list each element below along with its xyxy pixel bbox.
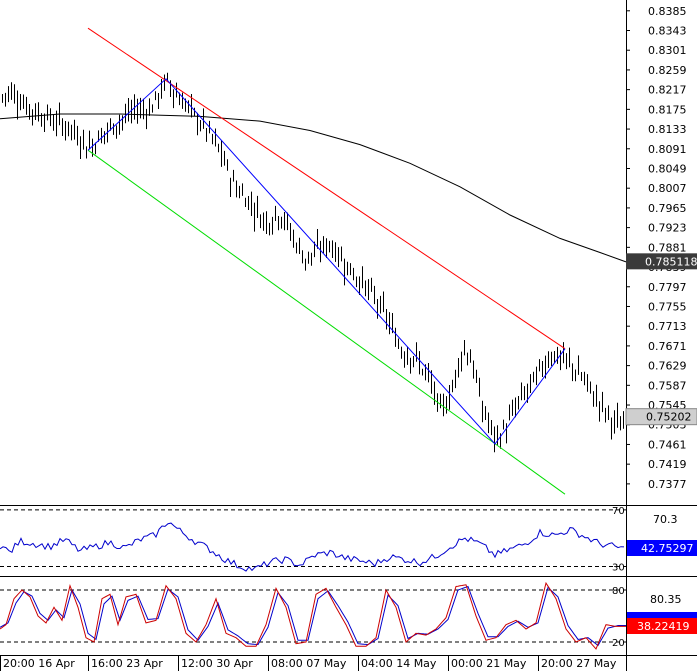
- x-tick-label: 16:00 23 Apr: [91, 657, 163, 670]
- x-tick-label: 12:00 30 Apr: [181, 657, 253, 670]
- osc-value-tag: [627, 540, 697, 556]
- stoch-main-line: [0, 581, 626, 650]
- osc-tick-label: 30: [612, 563, 625, 574]
- y-tick-label: 0.7881: [648, 241, 687, 254]
- y-tick-label: 0.8301: [648, 44, 687, 57]
- x-tick-label: 08:00 07 May: [271, 657, 347, 670]
- price-panel: [0, 27, 627, 495]
- stoch-value-label: 38.22419: [637, 620, 690, 633]
- ma-value-label: 0.785118: [645, 255, 697, 268]
- y-tick-label: 0.7713: [648, 320, 687, 333]
- oscillator-line: [0, 522, 625, 572]
- stoch-tick-label: 20: [612, 638, 625, 649]
- osc-level-label: 70.3: [653, 513, 678, 526]
- x-tick-label: 20:00 27 May: [541, 657, 617, 670]
- last-price-tag: [625, 408, 697, 426]
- osc-tick-label: 70: [612, 506, 625, 517]
- oscillator-panel: [0, 509, 626, 572]
- axes: 0.8385 0.8343 0.8301 0.8259 0.8217 0.8175 0.81…: [0, 5, 697, 671]
- x-tick-label: 00:00 21 May: [451, 657, 527, 670]
- stochastic-panel: [0, 581, 626, 650]
- stoch-tick-label: 80: [612, 586, 625, 597]
- y-tick-label: 0.8175: [648, 103, 687, 116]
- y-tick-label: 0.7755: [648, 300, 687, 313]
- y-tick-label: 0.7629: [648, 360, 687, 373]
- x-tick-label: 04:00 14 May: [361, 657, 437, 670]
- channel-lower-line: [87, 149, 566, 495]
- y-tick-label: 0.8385: [648, 5, 687, 18]
- y-tick-label: 0.8259: [648, 64, 687, 77]
- stoch-signal-tag: [627, 612, 697, 618]
- y-tick-label: 0.7671: [648, 340, 687, 353]
- y-tick-label: 0.7587: [648, 379, 687, 392]
- y-tick-label: 0.7377: [648, 478, 687, 491]
- moving-average-line: [0, 113, 627, 263]
- y-tick-label: 0.7797: [648, 281, 687, 294]
- osc-value-label: 42.75297: [641, 542, 694, 555]
- stoch-level-label: 80.35: [650, 593, 682, 606]
- y-tick-label: 0.8343: [648, 25, 687, 38]
- y-tick-label: 0.8091: [648, 143, 687, 156]
- x-tick-label: 20:00 16 Apr: [3, 657, 75, 670]
- ma-value-tag: [626, 253, 697, 270]
- y-tick-label: 0.7923: [648, 222, 687, 235]
- y-tick-label: 0.8049: [648, 162, 687, 175]
- y-tick-label: 0.8217: [648, 84, 687, 97]
- y-tick-label: 0.8007: [648, 182, 687, 195]
- stoch-value-tag: [627, 618, 697, 634]
- channel-upper-line: [87, 27, 566, 350]
- stoch-signal-line: [0, 585, 626, 647]
- y-tick-label: 0.8133: [648, 123, 687, 136]
- y-tick-label: 0.7965: [648, 202, 687, 215]
- zigzag-line: [87, 78, 566, 445]
- y-tick-label: 0.7419: [648, 458, 687, 471]
- y-tick-label: 0.7461: [648, 438, 687, 451]
- last-price-label: 0.75202: [646, 411, 692, 424]
